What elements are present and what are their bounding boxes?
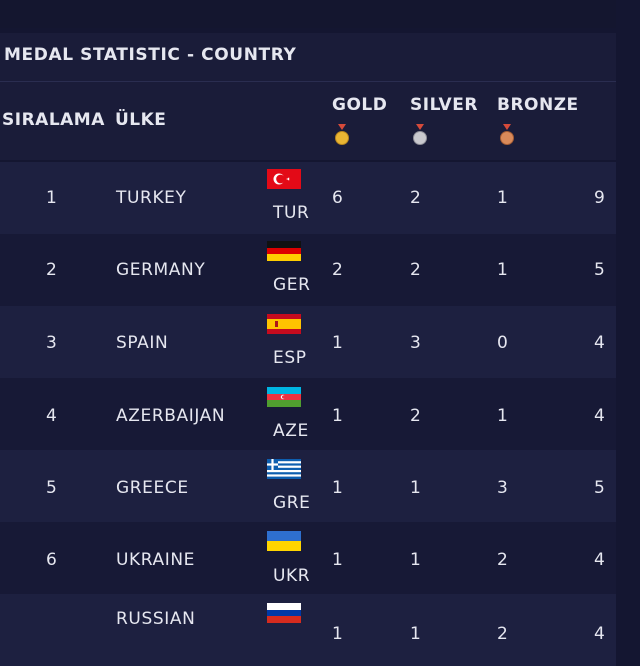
country-code-cell: UKR (273, 566, 311, 586)
table-title: MEDAL STATISTIC - COUNTRY (4, 45, 297, 65)
silver-count-cell: 1 (410, 550, 422, 570)
ukraine-flag-icon (267, 531, 301, 551)
country-cell[interactable]: GERMANY (116, 260, 206, 280)
country-cell[interactable]: TURKEY (116, 188, 187, 208)
greece-flag-icon (267, 459, 301, 479)
azerbaijan-flag-icon (267, 387, 301, 407)
silver-count-cell: 2 (410, 406, 422, 426)
total-count-cell: 4 (594, 406, 605, 426)
table-row[interactable]: 4 AZERBAIJAN AZE 1 2 1 4 (0, 378, 616, 450)
gold-count-cell: 2 (332, 260, 344, 280)
silver-count-cell: 3 (410, 333, 422, 353)
table-row[interactable]: RUSSIAN 1 1 2 4 (0, 594, 616, 666)
total-count-cell: 9 (594, 188, 605, 208)
total-count-cell: 5 (594, 260, 605, 280)
table-row[interactable]: 6 UKRAINE UKR 1 1 2 4 (0, 522, 616, 594)
country-cell[interactable]: AZERBAIJAN (116, 406, 226, 426)
rank-cell: 1 (46, 188, 58, 208)
table-header-row: SIRALAMA ÜLKE GOLD SILVER BRONZE (0, 82, 616, 160)
country-code-cell: GER (273, 275, 311, 295)
germany-flag-icon (267, 241, 301, 261)
header-country[interactable]: ÜLKE (115, 110, 167, 130)
country-code-cell: AZE (273, 421, 309, 441)
gold-count-cell: 1 (332, 478, 344, 498)
bronze-count-cell: 1 (497, 406, 509, 426)
russia-flag-icon (267, 603, 301, 623)
turkey-flag-icon (267, 169, 301, 189)
gold-count-cell: 1 (332, 624, 344, 644)
silver-count-cell: 2 (410, 188, 422, 208)
total-count-cell: 4 (594, 624, 605, 644)
country-cell[interactable]: GREECE (116, 478, 189, 498)
total-count-cell: 4 (594, 333, 605, 353)
silver-count-cell: 1 (410, 478, 422, 498)
rank-cell: 3 (46, 333, 58, 353)
rank-cell: 4 (46, 406, 58, 426)
gold-medal-icon (335, 124, 349, 145)
bronze-count-cell: 2 (497, 550, 509, 570)
rank-cell: 5 (46, 478, 58, 498)
rank-cell: 2 (46, 260, 58, 280)
header-gold[interactable]: GOLD (332, 95, 388, 115)
total-count-cell: 5 (594, 478, 605, 498)
right-strip (616, 0, 640, 643)
spain-flag-icon (267, 314, 301, 334)
country-cell[interactable]: SPAIN (116, 333, 169, 353)
gold-count-cell: 1 (332, 550, 344, 570)
country-code-cell: ESP (273, 348, 307, 368)
country-code-cell: GRE (273, 493, 311, 513)
table-row[interactable]: 5 GREECE GRE 1 1 3 5 (0, 450, 616, 522)
silver-count-cell: 1 (410, 624, 422, 644)
bronze-count-cell: 1 (497, 260, 509, 280)
table-row[interactable]: 3 SPAIN ESP 1 3 0 4 (0, 306, 616, 378)
rank-cell: 6 (46, 550, 58, 570)
table-row[interactable]: 1 TURKEY TUR 6 2 1 9 (0, 162, 616, 234)
country-code-cell: TUR (273, 203, 310, 223)
country-cell[interactable]: RUSSIAN (116, 609, 196, 629)
total-count-cell: 4 (594, 550, 605, 570)
bronze-medal-icon (500, 124, 514, 145)
table-title-bar: MEDAL STATISTIC - COUNTRY (0, 33, 616, 82)
header-silver[interactable]: SILVER (410, 95, 478, 115)
gold-count-cell: 6 (332, 188, 344, 208)
bronze-count-cell: 1 (497, 188, 509, 208)
country-cell[interactable]: UKRAINE (116, 550, 196, 570)
header-rank[interactable]: SIRALAMA (2, 110, 105, 130)
top-bar (0, 0, 616, 28)
silver-medal-icon (413, 124, 427, 145)
bronze-count-cell: 0 (497, 333, 509, 353)
bronze-count-cell: 3 (497, 478, 509, 498)
gold-count-cell: 1 (332, 406, 344, 426)
table-row[interactable]: 2 GERMANY GER 2 2 1 5 (0, 234, 616, 306)
gold-count-cell: 1 (332, 333, 344, 353)
silver-count-cell: 2 (410, 260, 422, 280)
bronze-count-cell: 2 (497, 624, 509, 644)
header-bronze[interactable]: BRONZE (497, 95, 579, 115)
